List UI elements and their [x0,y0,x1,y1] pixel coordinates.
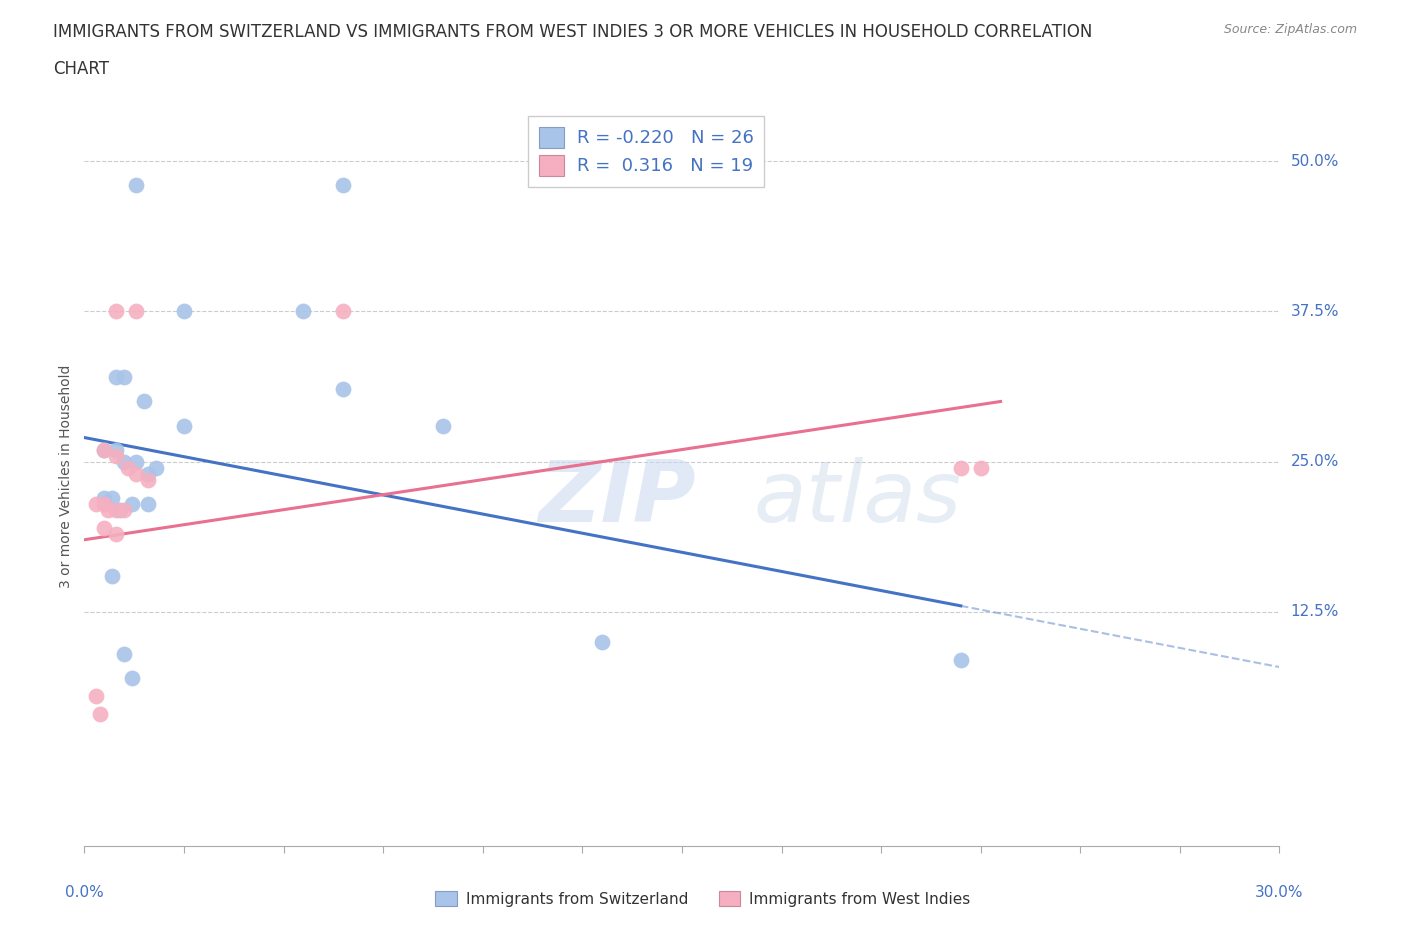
Point [332,178,354,193]
Point [105,304,128,319]
Text: 30.0%: 30.0% [1256,885,1303,900]
Point [970,460,993,475]
Point [105,448,128,463]
Text: atlas: atlas [754,458,962,540]
Legend: Immigrants from Switzerland, Immigrants from West Indies: Immigrants from Switzerland, Immigrants … [429,885,977,913]
Point [125,454,148,469]
Text: 25.0%: 25.0% [1291,454,1339,469]
Point [93,442,115,457]
Point [105,502,128,517]
Text: 0.0%: 0.0% [65,885,104,900]
Point [136,466,159,481]
Point [112,454,135,469]
Point [105,370,128,385]
Point [432,418,454,433]
Point [117,460,139,475]
Point [591,634,613,649]
Y-axis label: 3 or more Vehicles in Household: 3 or more Vehicles in Household [59,365,73,589]
Point [125,466,148,481]
Point [112,646,135,661]
Point [121,497,143,512]
Point [101,490,124,505]
Point [136,472,159,487]
Point [145,460,167,475]
Point [110,502,132,517]
Point [93,490,115,505]
Text: CHART: CHART [53,60,110,78]
Point [173,418,195,433]
Point [105,526,128,541]
Point [105,442,128,457]
Point [86,497,108,512]
Text: 37.5%: 37.5% [1291,304,1339,319]
Point [125,304,148,319]
Point [93,520,115,535]
Point [949,653,972,668]
Point [121,671,143,685]
Text: 50.0%: 50.0% [1291,153,1339,168]
Point [136,497,159,512]
Point [101,568,124,583]
Point [93,442,115,457]
Point [132,394,156,409]
Point [949,460,972,475]
Point [332,304,354,319]
Legend: R = -0.220   N = 26, R =  0.316   N = 19: R = -0.220 N = 26, R = 0.316 N = 19 [527,116,765,187]
Point [93,497,115,512]
Text: ZIP: ZIP [538,458,696,540]
Point [173,304,195,319]
Point [125,178,148,193]
Point [292,304,315,319]
Point [86,688,108,703]
Point [112,502,135,517]
Text: 12.5%: 12.5% [1291,604,1339,619]
Text: Source: ZipAtlas.com: Source: ZipAtlas.com [1223,23,1357,36]
Point [89,707,111,722]
Point [97,502,120,517]
Point [332,382,354,397]
Text: IMMIGRANTS FROM SWITZERLAND VS IMMIGRANTS FROM WEST INDIES 3 OR MORE VEHICLES IN: IMMIGRANTS FROM SWITZERLAND VS IMMIGRANT… [53,23,1092,41]
Point [112,370,135,385]
